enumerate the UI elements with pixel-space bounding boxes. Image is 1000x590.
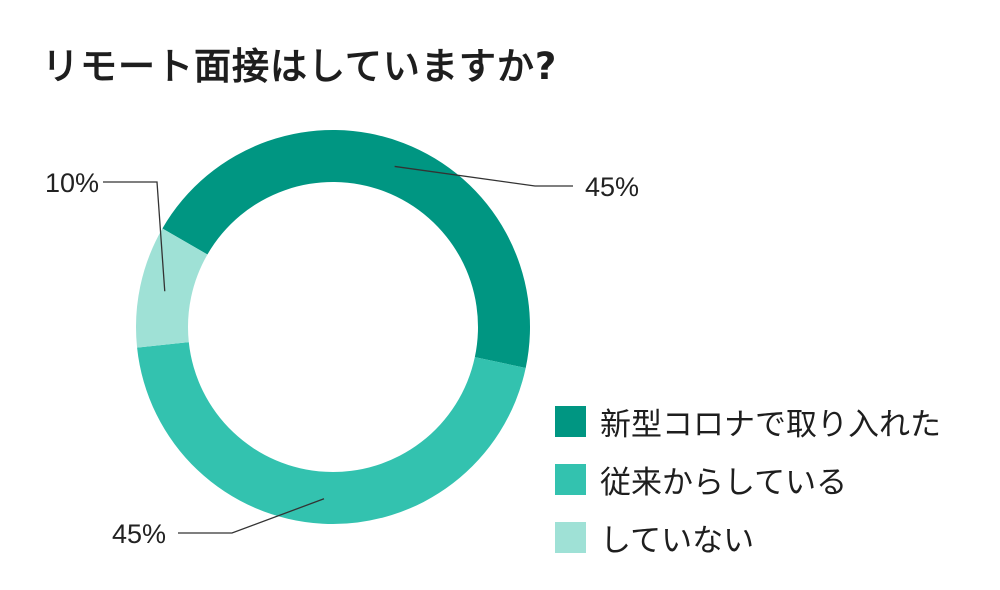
chart-title: リモート面接はしていますか? <box>42 45 558 88</box>
pct-label-series-2: 10% <box>45 168 99 198</box>
legend-swatch-series-2 <box>555 521 586 553</box>
leader-line-series-2 <box>103 181 166 292</box>
legend-item-series-1: 従来からしている <box>555 450 941 508</box>
pct-label-series-0: 45% <box>585 172 639 202</box>
pct-label-series-1: 45% <box>112 519 166 549</box>
legend-swatch-series-0 <box>555 405 586 437</box>
leader-line-series-1 <box>178 498 325 534</box>
legend-label-series-1: 従来からしている <box>600 464 848 501</box>
legend-label-series-0: 新型コロナで取り入れた <box>600 406 941 443</box>
donut-slice-series-2 <box>136 228 208 348</box>
legend: 新型コロナで取り入れた 従来からしている していない <box>555 392 941 566</box>
legend-swatch-series-1 <box>555 463 586 495</box>
leader-line-series-0 <box>394 165 573 187</box>
donut-slices <box>136 130 530 524</box>
leader-lines <box>103 165 573 534</box>
legend-label-series-2: していない <box>600 522 755 559</box>
legend-item-series-2: していない <box>555 508 941 566</box>
donut-slice-series-0 <box>162 130 530 368</box>
legend-item-series-0: 新型コロナで取り入れた <box>555 392 941 450</box>
percentage-labels: 45% 45% 10% <box>45 168 639 549</box>
donut-slice-series-1 <box>137 342 526 524</box>
